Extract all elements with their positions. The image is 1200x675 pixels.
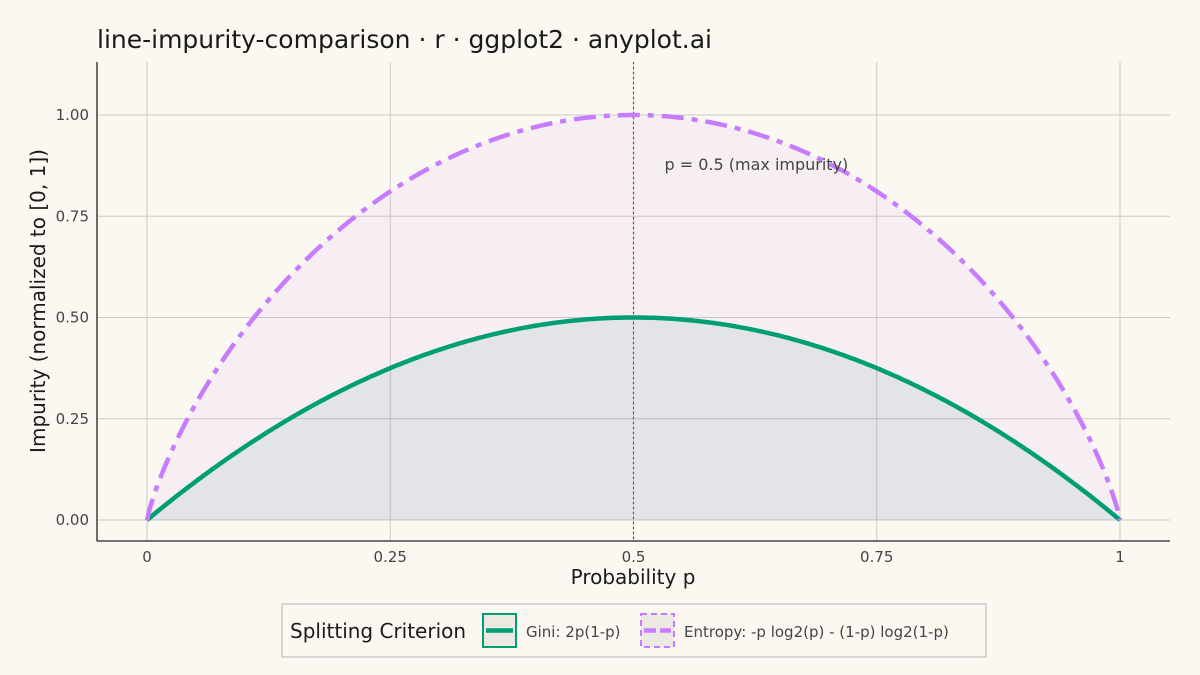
legend-box	[281, 603, 987, 658]
x-tick-label-0: 0	[142, 548, 152, 566]
series-line-1	[144, 112, 1123, 521]
legend: Splitting Criterion Gini: 2p(1-p) Entropy…	[281, 603, 987, 658]
y-tick-label-0: 0.00	[56, 511, 89, 529]
series-line-0	[145, 315, 1122, 522]
legend-label-0: Gini: 2p(1-p)	[526, 623, 621, 641]
x-tick-label-1: 0.25	[374, 548, 407, 566]
x-tick-label-2: 0.5	[622, 548, 646, 566]
max-impurity-annotation: p = 0.5 (max impurity)	[665, 155, 849, 174]
x-tick-label-3: 0.75	[860, 548, 893, 566]
legend-label-1: Entropy: -p log2(p) - (1-p) log2(1-p)	[684, 623, 949, 641]
chart-title: line-impurity-comparison · r · ggplot2 ·…	[97, 25, 712, 54]
x-axis-title: Probability p	[571, 565, 696, 589]
plot-area: p = 0.5 (max impurity) 0 0.25 0.5 0.75 1 0.00 0…	[56, 62, 1170, 566]
x-tick-label-4: 1	[1115, 548, 1125, 566]
legend-title: Splitting Criterion	[290, 619, 466, 643]
y-tick-label-2: 0.50	[56, 309, 89, 327]
y-tick-label-1: 0.25	[56, 410, 89, 428]
y-tick-label-3: 0.75	[56, 207, 89, 225]
y-axis-title: Impurity (normalized to [0, 1])	[26, 149, 50, 453]
y-tick-label-4: 1.00	[56, 106, 89, 124]
